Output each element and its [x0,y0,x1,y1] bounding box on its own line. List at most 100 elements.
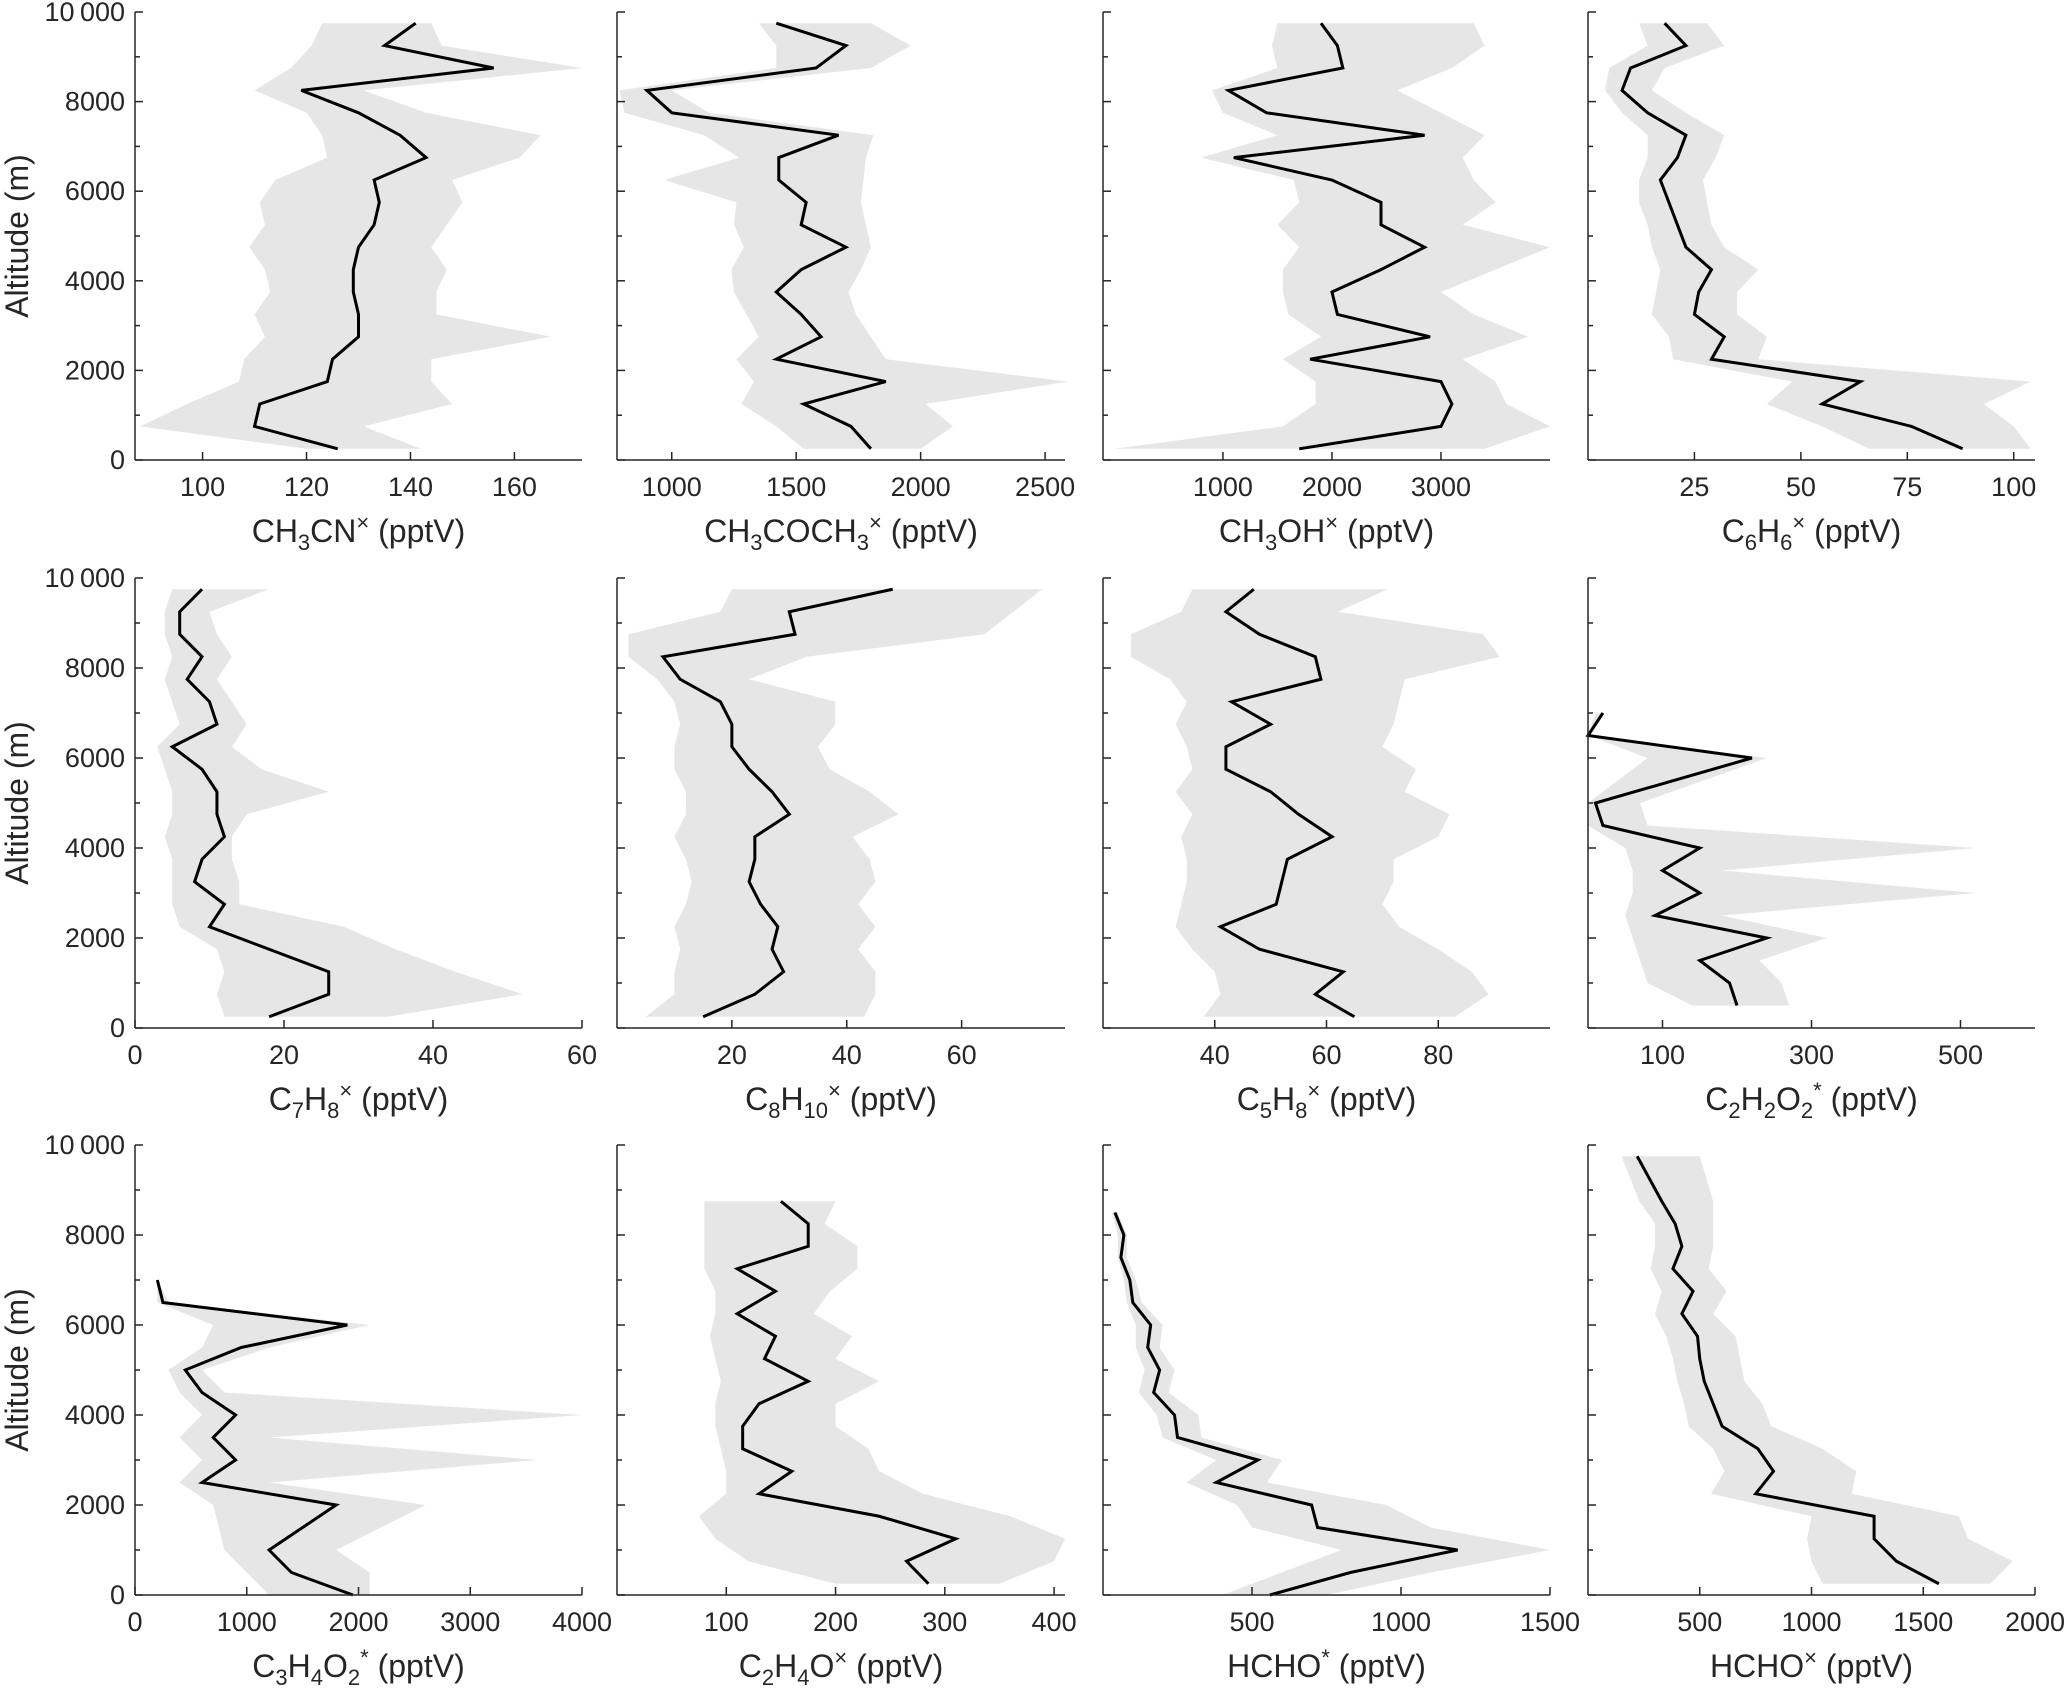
x-tick-label: 100 [704,1607,749,1637]
panel-11: 500 1000 1500 HCHO* (pptV) [1102,1144,1580,1684]
x-tick-label: 160 [492,472,537,502]
panel-1: 100 120 140 160 0 2000 4000 6000 8000 10 000 Altit… [0,0,582,555]
x-axis-label: C2H4O× (pptV) [739,1645,944,1690]
y-axis-label: Altitude (m) [0,721,35,885]
range-band [1621,1156,2013,1584]
y-axis-label: Altitude (m) [0,154,35,318]
x-tick-label: 20 [717,1040,747,1070]
x-axis-label: CH3CN× (pptV) [252,510,466,555]
x-tick-label: 1000 [1371,1607,1431,1637]
x-tick-label: 120 [284,472,329,502]
y-tick-label: 0 [110,1580,125,1610]
mean-profile-line [1585,712,1773,1006]
panel-3: 1000 2000 3000 CH3OH× (pptV) [1102,11,1550,555]
x-axis-label: C5H8× (pptV) [1237,1078,1417,1123]
y-tick-label: 4000 [65,266,125,296]
panel-6: 20 40 60 C8H10× (pptV) [616,577,1065,1123]
x-tick-label: 100 [1991,472,2036,502]
x-tick-label: 1500 [766,472,826,502]
range-band [698,1201,1065,1584]
x-tick-label: 25 [1679,472,1709,502]
x-axis-label: HCHO× (pptV) [1710,1645,1913,1684]
y-tick-label: 4000 [65,1400,125,1430]
y-tick-label: 10 000 [45,563,126,593]
x-tick-label: 1500 [1893,1607,1953,1637]
range-band [1588,713,1976,1006]
x-tick-label: 100 [1640,1040,1685,1070]
range-band [1113,23,1550,449]
x-tick-label: 0 [127,1040,142,1070]
x-tick-label: 300 [922,1607,967,1637]
x-tick-label: 300 [1789,1040,1834,1070]
panel-10: 100 200 300 400 C2H4O× (pptV) [616,1144,1077,1690]
x-tick-label: 2000 [328,1607,388,1637]
y-tick-label: 2000 [65,1490,125,1520]
y-axis-label: Altitude (m) [0,1288,35,1452]
mean-profile-line [169,588,331,1019]
x-axis-label: C7H8× (pptV) [269,1078,449,1123]
x-tick-label: 140 [388,472,433,502]
range-band [619,23,1068,449]
mean-profile-line [660,587,894,1019]
x-tick-label: 200 [813,1607,858,1637]
x-axis-label: CH3COCH3× (pptV) [704,510,978,555]
x-axis-label: C6H6× (pptV) [1722,510,1902,555]
x-tick-label: 80 [1423,1040,1453,1070]
x-tick-label: 500 [1229,1607,1274,1637]
x-tick-label: 1000 [642,472,702,502]
x-tick-label: 0 [127,1607,142,1637]
panel-8: 100 300 500 C2H2O2* (pptV) [1585,577,2035,1123]
x-tick-label: 3000 [1411,472,1471,502]
y-tick-label: 6000 [65,1310,125,1340]
x-tick-label: 2000 [891,472,951,502]
range-band [140,23,582,449]
range-band [1130,589,1500,1017]
mean-profile-line [1113,1211,1458,1597]
x-tick-label: 40 [418,1040,448,1070]
x-tick-label: 1000 [1781,1607,1841,1637]
panel-5: 0 20 40 60 0 2000 4000 6000 8000 10 000 Altitude (… [0,563,597,1123]
y-tick-label: 10 000 [45,0,126,27]
x-axis-label: C8H10× (pptV) [745,1078,937,1123]
x-tick-label: 75 [1892,472,1922,502]
y-tick-label: 8000 [65,87,125,117]
x-tick-label: 2500 [1015,472,1075,502]
x-tick-label: 40 [832,1040,862,1070]
x-tick-label: 1000 [217,1607,277,1637]
x-tick-label: 1500 [1520,1607,1580,1637]
x-tick-label: 20 [269,1040,299,1070]
y-tick-label: 2000 [65,355,125,385]
y-tick-label: 2000 [65,923,125,953]
x-axis-label: HCHO* (pptV) [1227,1645,1426,1684]
x-tick-label: 1000 [1193,472,1253,502]
x-tick-label: 50 [1786,472,1816,502]
range-band [628,589,1043,1017]
range-band [157,1280,582,1595]
y-tick-label: 6000 [65,176,125,206]
x-tick-label: 2000 [2005,1607,2065,1637]
range-band [1111,1212,1550,1595]
panel-4: 25 50 75 100 C6H6× (pptV) [1587,11,2036,555]
range-band [157,589,523,1017]
x-tick-label: 400 [1032,1607,1077,1637]
panel-12: 500 1000 1500 2000 HCHO× (pptV) [1587,1144,2065,1684]
panel-2: 1000 1500 2000 2500 CH3COCH3× (pptV) [616,11,1075,555]
x-tick-label: 500 [1677,1607,1722,1637]
x-tick-label: 60 [1311,1040,1341,1070]
mean-profile-line [1224,22,1454,451]
y-tick-label: 0 [110,445,125,475]
x-tick-label: 60 [947,1040,977,1070]
x-tick-label: 2000 [1302,472,1362,502]
x-axis-label: CH3OH× (pptV) [1219,510,1434,555]
y-tick-label: 6000 [65,743,125,773]
y-tick-label: 10 000 [45,1130,126,1160]
y-tick-label: 4000 [65,833,125,863]
range-band [1605,23,2031,449]
mean-profile-line [155,1279,354,1597]
x-tick-label: 500 [1938,1040,1983,1070]
mean-profile-line [1216,588,1356,1019]
mean-profile-line [643,21,887,450]
mean-profile-line [1635,1155,1940,1586]
panel-9: 0 1000 2000 3000 4000 0 2000 4000 6000 8000 10 000… [0,1130,612,1690]
